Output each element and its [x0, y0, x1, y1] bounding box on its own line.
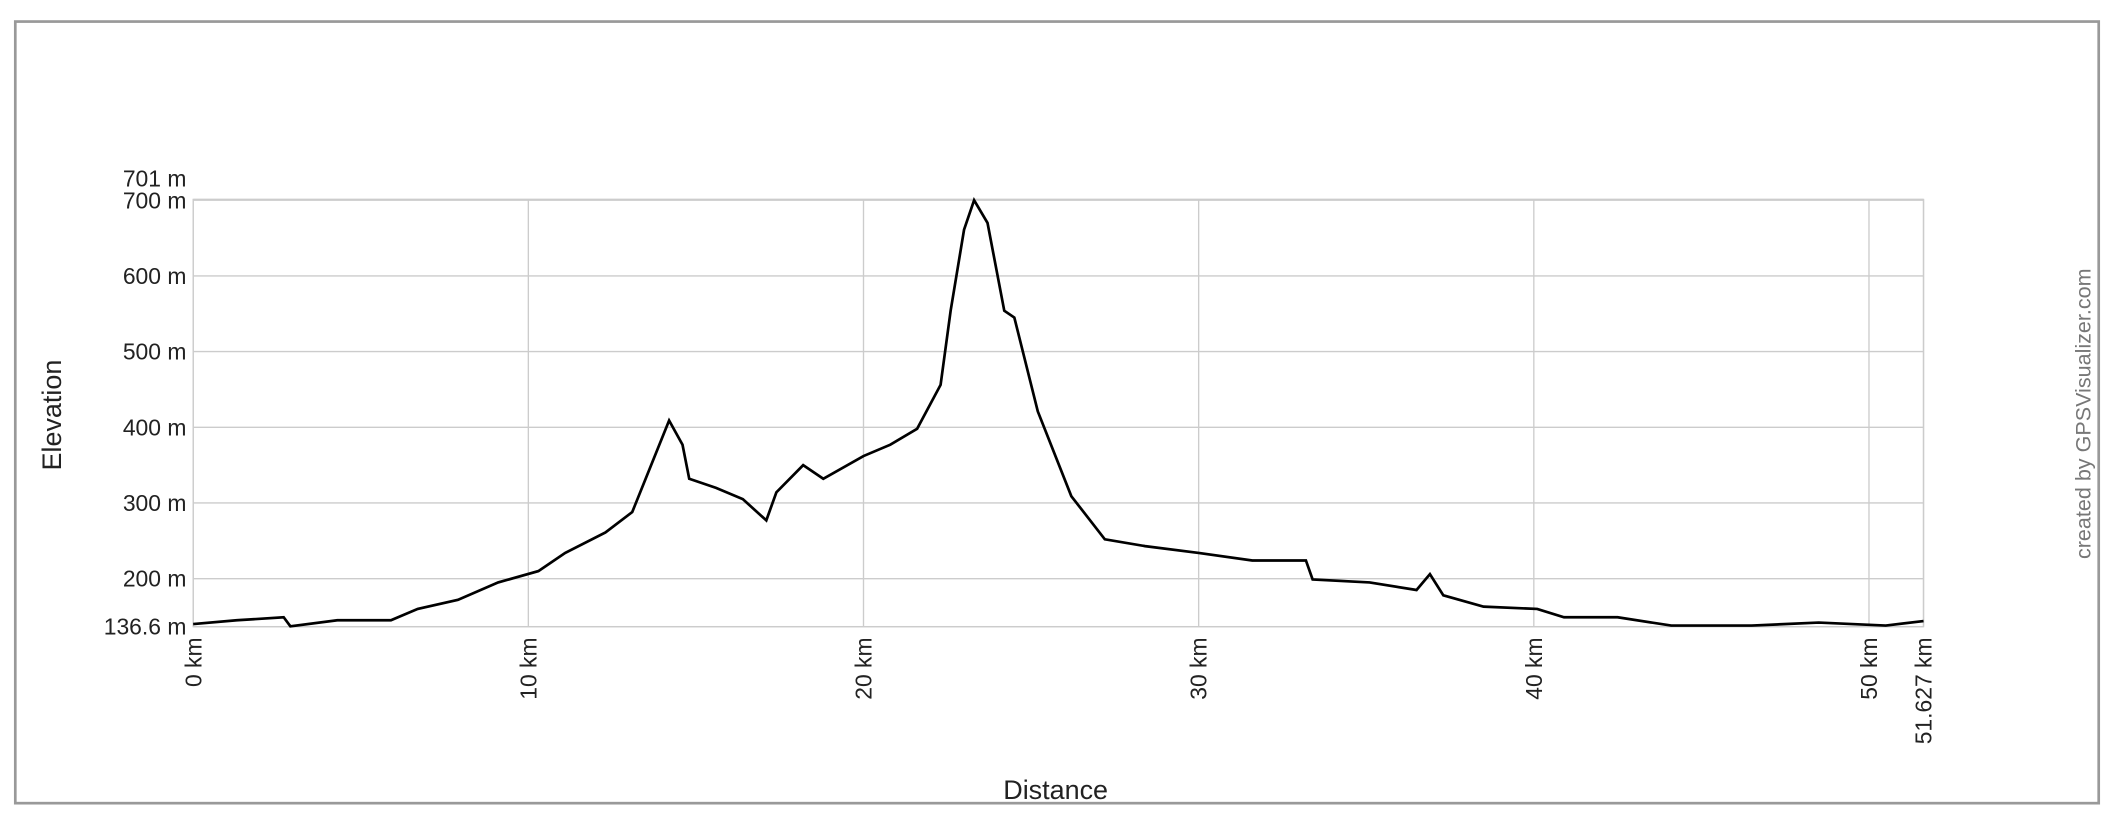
y-tick-label: 200 m — [123, 566, 187, 592]
plot-border — [192, 198, 1925, 628]
y-tick-label: 400 m — [123, 414, 187, 440]
y-tick-label: 701 m — [123, 166, 187, 192]
y-tick-label: 600 m — [123, 263, 187, 289]
y-tick-label: 500 m — [123, 339, 187, 365]
y-axis-label: Elevation — [37, 360, 67, 471]
x-tick-label: 40 km — [1521, 637, 1547, 699]
elevation-line — [193, 196, 1924, 628]
x-tick-label: 10 km — [515, 637, 541, 699]
x-tick-label: 51.627 km — [1911, 637, 1937, 744]
x-tick-label: 0 km — [180, 637, 206, 687]
y-tick-label: 300 m — [123, 490, 187, 516]
y-tick-label: 700 m — [123, 187, 187, 213]
credit: created by GPSVisualizer.com — [2071, 268, 2096, 559]
frame — [13, 20, 2101, 805]
x-tick-label: 50 km — [1856, 637, 1882, 699]
x-tick-label: 30 km — [1186, 637, 1212, 699]
x-axis-label: Distance — [1003, 775, 1108, 805]
x-tick-label: 20 km — [851, 637, 877, 699]
y-tick-label: 136.6 m — [104, 614, 187, 640]
